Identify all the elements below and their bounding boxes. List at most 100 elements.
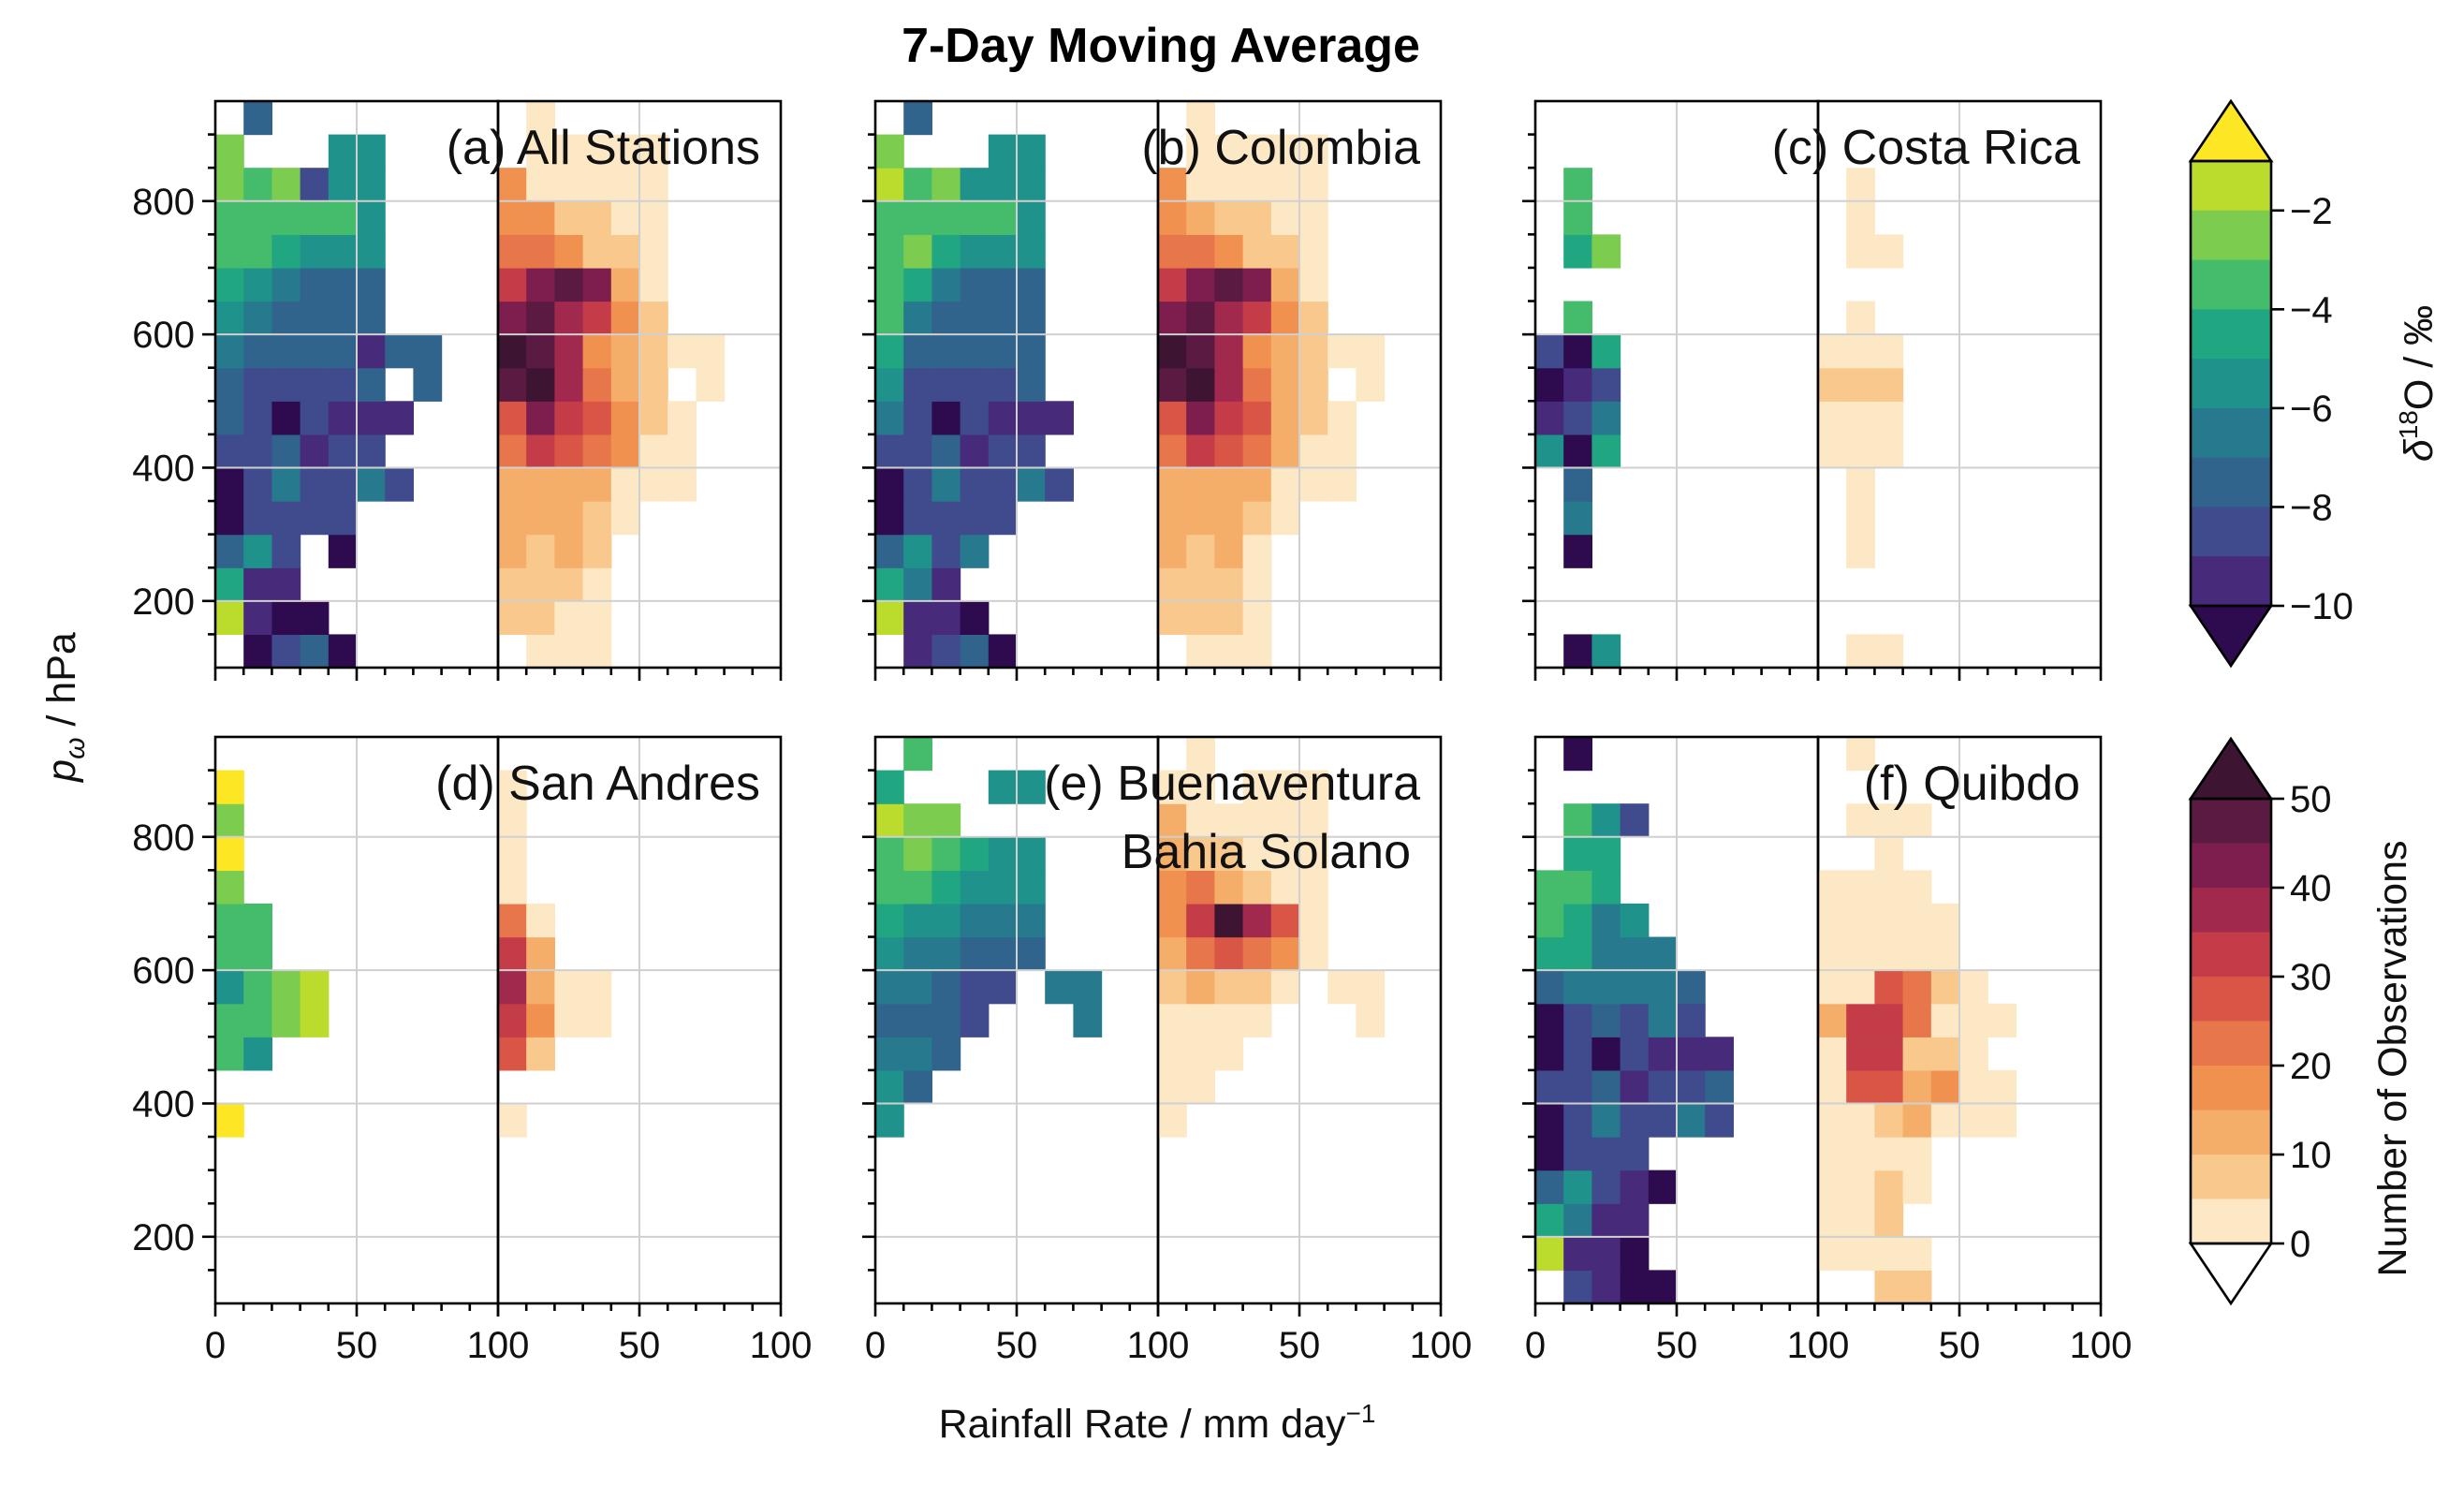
heat-cell <box>328 534 358 568</box>
heat-cell <box>931 836 961 871</box>
heat-cell <box>1214 234 1244 269</box>
heat-cell <box>1017 467 1046 502</box>
heat-cell <box>610 301 640 335</box>
heat-cell <box>1242 434 1272 469</box>
heat-cell <box>582 434 612 469</box>
heat-cell <box>875 1069 904 1105</box>
colorbar-segment <box>2191 1066 2271 1111</box>
heat-cell <box>1356 334 1386 369</box>
heat-cell <box>1563 1069 1592 1105</box>
heat-cell <box>1563 401 1592 435</box>
heat-cell <box>243 267 272 302</box>
heat-cell <box>875 501 904 536</box>
heat-cell <box>1874 836 1904 871</box>
heat-cell <box>1242 970 1272 1005</box>
heat-cell <box>1535 1203 1564 1238</box>
heat-cell <box>1535 1137 1564 1171</box>
heat-cell <box>271 401 301 435</box>
heat-cell <box>526 367 555 402</box>
heat-cell <box>243 401 272 435</box>
heat-cell <box>1158 1103 1187 1138</box>
heat-cell <box>328 367 358 402</box>
heat-cell <box>1242 401 1272 435</box>
heat-cell <box>639 434 668 469</box>
heat-cell <box>639 234 668 269</box>
heat-cell <box>243 903 272 938</box>
heat-cell <box>931 301 961 335</box>
heat-cell <box>1186 803 1215 838</box>
heat-cell <box>931 634 961 669</box>
heat-cell <box>1818 970 1847 1005</box>
heat-cell <box>1214 970 1244 1005</box>
heat-cell <box>931 334 961 369</box>
heat-cell <box>1270 770 1300 804</box>
heat-cell <box>875 970 904 1005</box>
heat-cell <box>960 936 990 971</box>
heat-cell <box>1186 737 1215 772</box>
heat-cell <box>960 401 990 435</box>
heat-cell <box>1930 936 1960 971</box>
heat-cell <box>1563 903 1592 938</box>
heat-cell <box>357 367 386 402</box>
heat-cell <box>1158 1003 1187 1037</box>
heat-cell <box>526 600 555 636</box>
heat-cell <box>1902 803 1932 838</box>
heat-cell <box>988 770 1018 804</box>
heat-cell <box>498 200 527 235</box>
heat-cell <box>498 567 527 602</box>
heat-cell <box>960 836 990 871</box>
heat-cell <box>903 534 932 568</box>
heat-cell <box>1620 1037 1650 1071</box>
figure-title: 7-Day Moving Average <box>902 19 1420 73</box>
heat-cell <box>1299 200 1328 235</box>
heat-cell <box>385 467 414 502</box>
heat-cell <box>582 200 612 235</box>
heat-cell <box>1874 434 1904 469</box>
heat-cell <box>1874 401 1904 435</box>
heat-cell <box>582 970 612 1005</box>
heat-cell <box>1186 200 1215 235</box>
heat-cell <box>498 401 527 435</box>
heat-cell <box>357 467 386 502</box>
heat-cell <box>215 770 244 804</box>
colorbar-segment <box>2191 888 2271 933</box>
heat-cell <box>1535 1236 1564 1272</box>
heat-cell <box>1874 1203 1904 1238</box>
heat-cell <box>1846 970 1875 1005</box>
heat-cell <box>1874 334 1904 369</box>
heat-cell <box>498 1103 527 1138</box>
heat-cell <box>1242 234 1272 269</box>
heat-cell <box>960 334 990 369</box>
heat-cell <box>1846 634 1875 669</box>
heat-cell <box>903 200 932 235</box>
heat-cell <box>931 401 961 435</box>
heat-cell <box>1874 803 1904 838</box>
x-tick-label: 0 <box>205 1325 226 1366</box>
heat-cell <box>1846 234 1875 269</box>
heat-cell <box>526 168 555 202</box>
heat-cell <box>875 168 904 202</box>
heat-cell <box>1677 970 1706 1005</box>
heat-cell <box>413 334 443 369</box>
heat-cell <box>1563 1037 1592 1071</box>
heat-cell <box>271 267 301 302</box>
heat-cell <box>1535 367 1564 402</box>
heat-cell <box>988 134 1018 169</box>
panel-title-line2: Bahia Solano <box>1122 825 1411 879</box>
heat-cell <box>1270 970 1300 1005</box>
heat-cell <box>1902 903 1932 938</box>
heat-cell <box>1591 1137 1621 1171</box>
heat-cell <box>1158 168 1187 202</box>
heat-cell <box>1214 501 1244 536</box>
heat-cell <box>1214 401 1244 435</box>
heat-cell <box>215 534 244 568</box>
heat-cell <box>1846 1037 1875 1071</box>
heat-cell <box>1299 936 1328 971</box>
heat-cell <box>243 534 272 568</box>
heat-cell <box>988 970 1018 1005</box>
heat-cell <box>1535 1003 1564 1037</box>
heat-cell <box>1158 1069 1187 1105</box>
heat-cell <box>1563 200 1592 235</box>
heat-cell <box>582 567 612 602</box>
